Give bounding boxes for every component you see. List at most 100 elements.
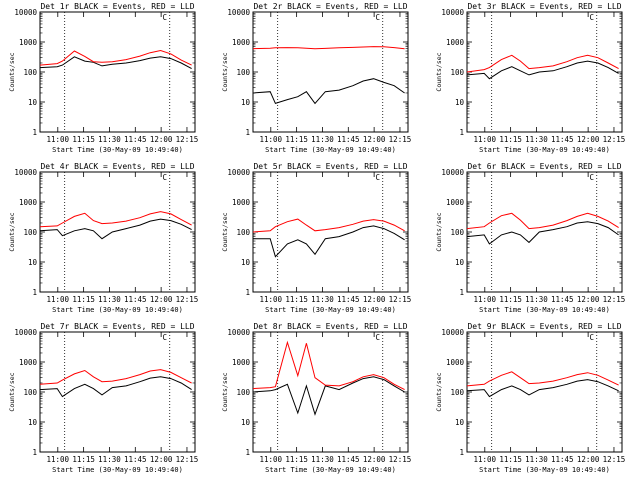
- y-tick-label: 10: [28, 258, 38, 267]
- x-axis-label: Start Time (30-May-09 10:49:40): [479, 146, 610, 154]
- x-tick-label: 11:00: [474, 135, 497, 144]
- x-tick-label: 11:00: [47, 135, 70, 144]
- x-tick-label: 12:00: [577, 295, 600, 304]
- x-tick-label: 12:15: [176, 455, 199, 464]
- y-axis-label: Counts/sec: [221, 52, 229, 91]
- x-axis-label: Start Time (30-May-09 10:49:40): [265, 146, 396, 154]
- y-tick-label: 1: [32, 448, 37, 457]
- x-axis-label: Start Time (30-May-09 10:49:40): [52, 466, 183, 474]
- y-tick-label: 10: [455, 258, 465, 267]
- panel-det-6: Det 6r BLACK = Events, RED = LLD 1 10 100 10…: [435, 162, 625, 314]
- y-tick-label: 10: [241, 258, 251, 267]
- plot-frame: [466, 331, 623, 453]
- panel-title: Det 5r BLACK = Events, RED = LLD: [253, 162, 407, 171]
- x-tick-label: 12:15: [389, 295, 412, 304]
- x-tick-label: 11:00: [47, 295, 70, 304]
- panel-det-2: Det 2r BLACK = Events, RED = LLD 1 10 100 10…: [221, 2, 411, 154]
- y-tick-label: 10000: [14, 168, 37, 177]
- y-tick-label: 1000: [232, 358, 251, 367]
- x-tick-label: 11:30: [525, 295, 548, 304]
- y-tick-label: 1: [459, 128, 464, 137]
- x-tick-label: 11:15: [499, 455, 522, 464]
- y-tick-label: 10: [28, 418, 38, 427]
- series-line-lld: [39, 211, 192, 228]
- panel-det-1: Det 1r BLACK = Events, RED = LLD 1 10 100 10…: [8, 2, 198, 154]
- y-tick-label: 1: [245, 128, 250, 137]
- corner-mark: C: [589, 13, 594, 22]
- y-tick-label: 10000: [227, 168, 250, 177]
- x-tick-label: 11:30: [525, 455, 548, 464]
- y-tick-label: 1000: [19, 358, 38, 367]
- x-axis-label: Start Time (30-May-09 10:49:40): [479, 466, 610, 474]
- corner-mark: C: [162, 13, 167, 22]
- x-tick-label: 11:15: [72, 295, 95, 304]
- x-tick-label: 11:00: [260, 295, 283, 304]
- y-tick-label: 100: [450, 68, 464, 77]
- series-line-lld: [466, 212, 619, 230]
- x-tick-label: 11:30: [98, 455, 121, 464]
- series-line-events: [466, 60, 619, 80]
- series-line-events: [39, 376, 192, 398]
- y-tick-label: 100: [236, 388, 250, 397]
- series-line-lld: [39, 49, 192, 66]
- panel-det-8: Det 8r BLACK = Events, RED = LLD 1 10 100 10…: [221, 322, 411, 474]
- y-tick-label: 10: [455, 98, 465, 107]
- panel-title: Det 6r BLACK = Events, RED = LLD: [467, 162, 621, 171]
- x-tick-label: 11:15: [285, 135, 308, 144]
- y-tick-label: 1000: [446, 38, 465, 47]
- corner-mark: C: [162, 173, 167, 182]
- y-tick-label: 100: [450, 228, 464, 237]
- y-tick-label: 1000: [446, 198, 465, 207]
- y-axis-label: Counts/sec: [8, 212, 16, 251]
- series-line-events: [466, 379, 619, 398]
- panel-det-9: Det 9r BLACK = Events, RED = LLD 1 10 100 10…: [435, 322, 625, 474]
- panel-title: Det 8r BLACK = Events, RED = LLD: [253, 322, 407, 331]
- y-tick-label: 100: [23, 388, 37, 397]
- x-axis-label: Start Time (30-May-09 10:49:40): [52, 306, 183, 314]
- y-tick-label: 10000: [227, 8, 250, 17]
- x-tick-label: 11:45: [124, 135, 147, 144]
- y-tick-label: 100: [450, 388, 464, 397]
- panel-title: Det 2r BLACK = Events, RED = LLD: [253, 2, 407, 11]
- y-tick-label: 1000: [19, 198, 38, 207]
- series-line-lld: [39, 369, 192, 385]
- series-line-events: [39, 56, 192, 70]
- y-axis-label: Counts/sec: [435, 52, 443, 91]
- corner-mark: C: [162, 333, 167, 342]
- panel-title: Det 4r BLACK = Events, RED = LLD: [40, 162, 194, 171]
- y-axis-label: Counts/sec: [221, 212, 229, 251]
- x-tick-label: 11:00: [47, 455, 70, 464]
- panel-title: Det 1r BLACK = Events, RED = LLD: [40, 2, 194, 11]
- x-tick-label: 11:00: [260, 135, 283, 144]
- corner-mark: C: [589, 173, 594, 182]
- y-tick-label: 1: [32, 288, 37, 297]
- plot-frame: [252, 171, 409, 293]
- y-tick-label: 100: [236, 228, 250, 237]
- x-tick-label: 11:30: [311, 135, 334, 144]
- y-tick-label: 1: [459, 448, 464, 457]
- series-line-events: [466, 221, 619, 245]
- x-tick-label: 11:30: [311, 455, 334, 464]
- series-line-lld: [252, 46, 405, 50]
- y-tick-label: 1: [459, 288, 464, 297]
- x-tick-label: 11:15: [285, 455, 308, 464]
- x-tick-label: 11:00: [474, 295, 497, 304]
- x-tick-label: 11:45: [551, 135, 574, 144]
- y-tick-label: 1000: [19, 38, 38, 47]
- x-tick-label: 12:15: [603, 295, 626, 304]
- plot-frame: [39, 11, 196, 133]
- y-axis-label: Counts/sec: [435, 372, 443, 411]
- x-tick-label: 11:45: [337, 135, 360, 144]
- corner-mark: C: [375, 333, 380, 342]
- x-tick-label: 12:15: [603, 455, 626, 464]
- plot-frame: [39, 331, 196, 453]
- y-tick-label: 100: [23, 68, 37, 77]
- panel-det-5: Det 5r BLACK = Events, RED = LLD 1 10 100 10…: [221, 162, 411, 314]
- x-tick-label: 12:15: [389, 135, 412, 144]
- y-tick-label: 10: [241, 418, 251, 427]
- y-tick-label: 10: [28, 98, 38, 107]
- x-tick-label: 11:30: [98, 135, 121, 144]
- y-tick-label: 1: [32, 128, 37, 137]
- x-axis-label: Start Time (30-May-09 10:49:40): [265, 466, 396, 474]
